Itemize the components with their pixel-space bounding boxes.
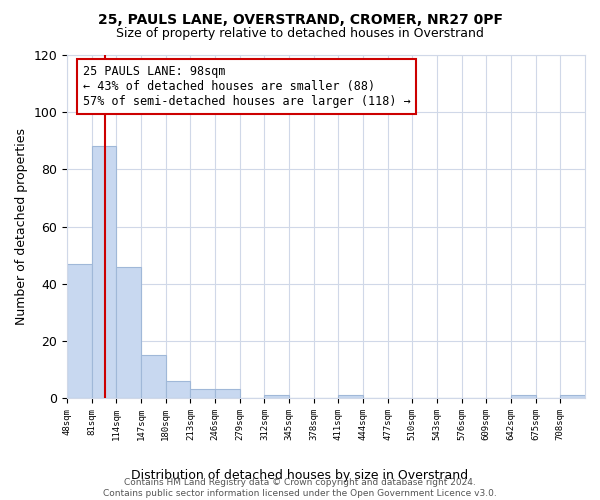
Bar — [265, 395, 289, 398]
Text: Size of property relative to detached houses in Overstrand: Size of property relative to detached ho… — [116, 28, 484, 40]
Bar — [92, 146, 116, 398]
Bar — [116, 266, 141, 398]
Bar — [338, 395, 363, 398]
Bar — [141, 355, 166, 398]
Bar — [190, 390, 215, 398]
Bar — [560, 395, 585, 398]
Bar — [67, 264, 92, 398]
Text: Contains HM Land Registry data © Crown copyright and database right 2024.
Contai: Contains HM Land Registry data © Crown c… — [103, 478, 497, 498]
Text: 25, PAULS LANE, OVERSTRAND, CROMER, NR27 0PF: 25, PAULS LANE, OVERSTRAND, CROMER, NR27… — [97, 12, 503, 26]
Y-axis label: Number of detached properties: Number of detached properties — [15, 128, 28, 325]
Bar — [166, 381, 190, 398]
Text: 25 PAULS LANE: 98sqm
← 43% of detached houses are smaller (88)
57% of semi-detac: 25 PAULS LANE: 98sqm ← 43% of detached h… — [83, 66, 410, 108]
Text: Distribution of detached houses by size in Overstrand: Distribution of detached houses by size … — [131, 468, 469, 481]
Bar — [215, 390, 240, 398]
Bar — [511, 395, 536, 398]
